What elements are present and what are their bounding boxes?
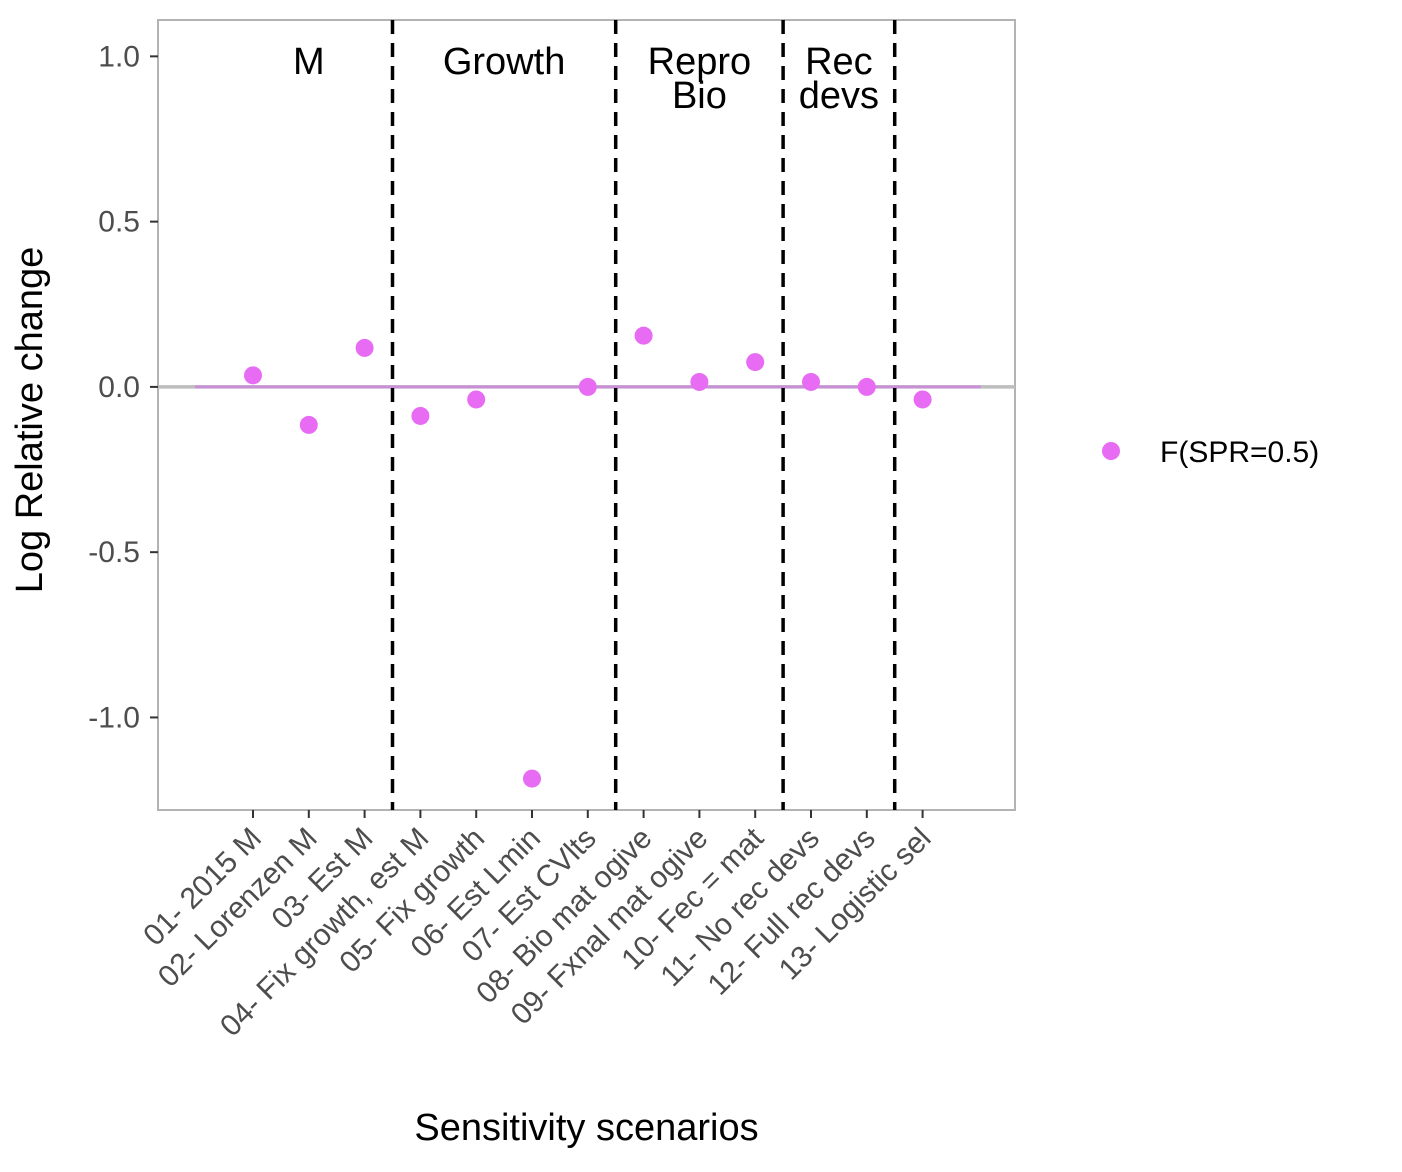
- data-point-8: [634, 326, 653, 345]
- data-point-11: [802, 372, 820, 391]
- data-point-9: [690, 372, 709, 391]
- data-point-5: [467, 390, 486, 409]
- data-point-12: [857, 377, 876, 396]
- y-tick-label-3: 0.0: [98, 371, 140, 404]
- plot-panel: [157, 19, 1016, 811]
- group-label-3-line-1: Repro: [648, 41, 752, 83]
- y-tick-label-2: 0.5: [98, 206, 140, 239]
- group-label-1-line-1: M: [293, 41, 325, 83]
- data-point-3: [355, 338, 374, 357]
- y-axis-title: Log Relative change: [9, 247, 51, 593]
- legend-key-1: [1102, 442, 1120, 460]
- group-label-4-line-2: devs: [799, 75, 879, 117]
- data-point-2: [299, 415, 318, 434]
- data-point-6: [523, 769, 541, 788]
- group-label-2-line-1: Growth: [443, 41, 565, 83]
- data-point-10: [746, 353, 765, 372]
- data-point-7: [578, 377, 597, 396]
- data-point-1: [244, 366, 262, 385]
- legend-label-1: F(SPR=0.5): [1160, 436, 1319, 469]
- data-point-4: [411, 406, 430, 425]
- data-point-13: [913, 390, 932, 409]
- x-axis-title: Sensitivity scenarios: [414, 1107, 758, 1149]
- y-tick-label-4: -0.5: [88, 536, 140, 569]
- group-label-3-line-2: Bio: [672, 75, 727, 117]
- group-label-4-line-1: Rec: [805, 41, 873, 83]
- y-tick-label-5: -1.0: [88, 701, 140, 734]
- y-tick-label-1: 1.0: [98, 40, 140, 73]
